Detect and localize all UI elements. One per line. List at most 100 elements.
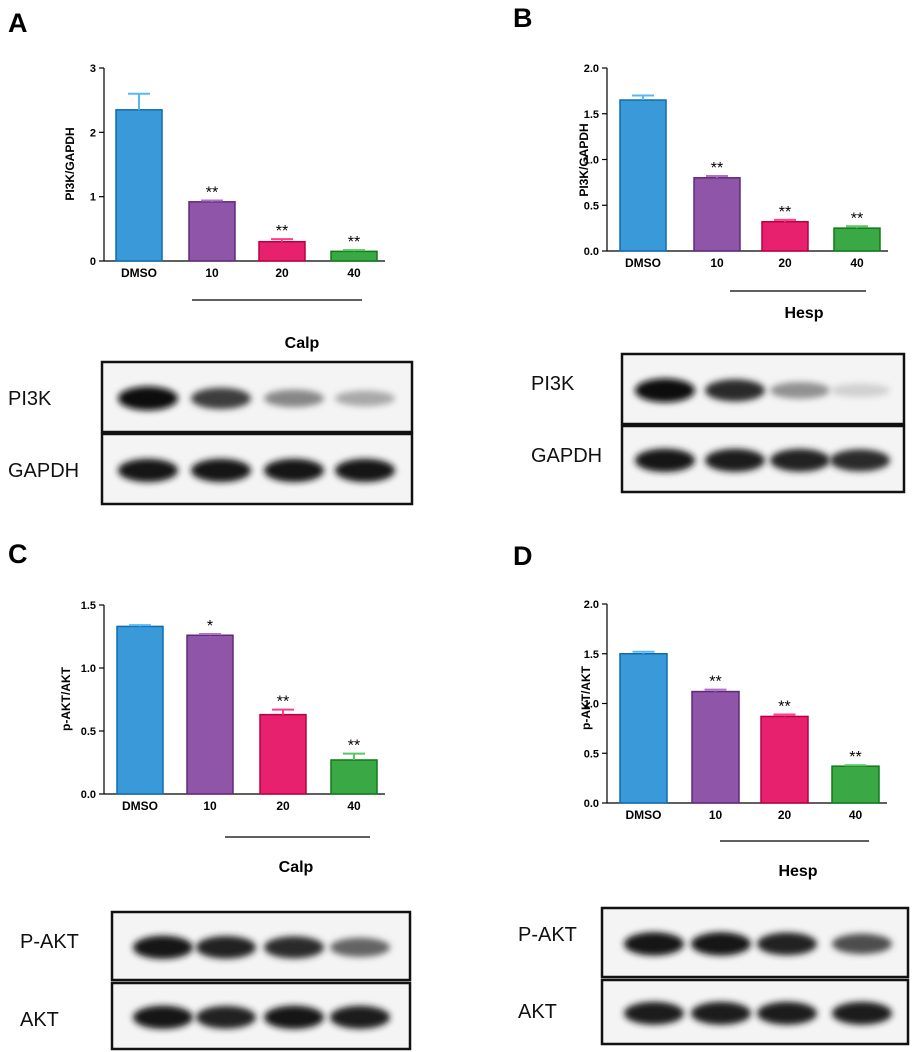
blot-band [191, 458, 251, 483]
panel-C: C 0.0 0.5 1.0 1.5 p-AKT/AKT DMSO * 10 ** 20 ** 40 Cal… [8, 539, 412, 1051]
blot-band [330, 1005, 390, 1029]
y-tick-label: 1.5 [81, 600, 96, 612]
y-axis-label: p-AKT/AKT [579, 665, 593, 730]
y-tick-label: 3 [90, 63, 96, 75]
significance-mark: ** [849, 749, 861, 766]
blot-label: PI3K [531, 373, 575, 395]
bar-20 [258, 240, 306, 262]
blot-band [191, 387, 251, 410]
blot-band [264, 458, 324, 483]
blot-band [330, 937, 390, 957]
panel-D: D 0.0 0.5 1.0 1.5 2.0 p-AKT/AKT DMSO ** 10 ** 20 ** 4… [513, 541, 910, 1046]
y-tick-label: 0.0 [81, 789, 96, 801]
blot-label: AKT [20, 1009, 59, 1031]
y-axis-label: PI3K/GAPDH [577, 123, 591, 196]
y-axis-label: PI3K/GAPDH [63, 127, 77, 200]
blot-band [335, 458, 395, 483]
blot-band [624, 932, 684, 956]
bar-DMSO [619, 99, 667, 252]
y-tick-label: 1.0 [81, 663, 96, 675]
y-tick-label: 1.5 [584, 649, 599, 661]
category-label: 20 [275, 266, 289, 280]
significance-mark: ** [277, 694, 289, 711]
panel-A: A 0 1 2 3 PI3K/GAPDH DMSO ** 10 ** 20 ** 40 Calp PI3K G… [8, 8, 414, 506]
blot-band [757, 1001, 817, 1025]
y-tick-label: 1.0 [584, 155, 599, 167]
significance-mark: ** [276, 223, 288, 240]
category-label: 10 [205, 266, 219, 280]
blot-band [691, 932, 751, 956]
significance-mark: ** [711, 160, 723, 177]
blot-band [264, 389, 324, 408]
bar-40 [330, 759, 378, 795]
panel-letter: B [513, 3, 533, 33]
bar-40 [831, 765, 880, 804]
category-label: 10 [709, 808, 723, 822]
blot-band [118, 458, 178, 483]
blot-band [770, 448, 830, 472]
y-tick-label: 0.0 [584, 246, 599, 258]
bar-DMSO [116, 625, 164, 795]
group-label: Hesp [784, 305, 823, 322]
category-label: 40 [347, 799, 361, 813]
blot-row-pi3k: PI3K [531, 352, 906, 426]
y-axis-label: p-AKT/AKT [59, 666, 73, 731]
bar-10 [188, 201, 236, 262]
blot-band [830, 449, 890, 472]
bar-40 [330, 250, 378, 262]
blot-band [196, 1005, 256, 1029]
blot-label: P-AKT [20, 931, 79, 953]
significance-mark: ** [779, 204, 791, 221]
blot-band [635, 448, 695, 473]
y-tick-label: 2 [90, 127, 96, 139]
bar-20 [760, 715, 809, 804]
blot-label: GAPDH [531, 445, 602, 467]
blot-band [757, 932, 817, 956]
group-label: Hesp [778, 863, 817, 880]
panel-letter: C [8, 539, 28, 569]
blot-band [118, 386, 178, 411]
y-tick-label: 0.0 [584, 798, 599, 810]
y-tick-label: 1.0 [584, 699, 599, 711]
significance-mark: * [207, 618, 213, 635]
blot-band [635, 378, 695, 403]
blot-band [832, 933, 892, 955]
blot-row-p-akt: P-AKT [518, 906, 910, 979]
blot-label: AKT [518, 1001, 557, 1023]
blot-band [770, 382, 830, 399]
blot-band [264, 936, 324, 959]
y-tick-label: 0.5 [584, 748, 599, 760]
category-label: DMSO [626, 808, 662, 822]
panel-letter: A [8, 8, 28, 38]
blot-row-pi3k: PI3K [8, 360, 414, 434]
bar-10 [186, 634, 234, 795]
blot-row-akt: AKT [518, 978, 910, 1046]
bar-20 [259, 713, 307, 795]
blot-band [133, 1005, 193, 1030]
blot-band [705, 379, 765, 402]
y-tick-label: 0.5 [584, 200, 599, 212]
significance-mark: ** [851, 210, 863, 227]
y-tick-label: 1.5 [584, 109, 599, 121]
significance-mark: ** [206, 185, 218, 202]
y-tick-label: 1 [90, 192, 96, 204]
group-label: Calp [279, 859, 314, 876]
group-label: Calp [285, 335, 320, 352]
category-label: 10 [203, 799, 217, 813]
blot-label: P-AKT [518, 924, 577, 946]
blot-row-akt: AKT [20, 981, 412, 1051]
bar-DMSO [619, 653, 668, 804]
blot-band [830, 383, 890, 398]
blot-band [196, 935, 256, 959]
bar-40 [833, 227, 881, 252]
bar-20 [761, 220, 809, 252]
blot-band [335, 390, 395, 407]
category-label: DMSO [121, 266, 157, 280]
significance-mark: ** [348, 738, 360, 755]
bar-10 [693, 177, 741, 252]
blot-band [133, 935, 193, 960]
bar-10 [691, 690, 740, 804]
y-tick-label: 2.0 [584, 599, 599, 611]
blot-band [691, 1001, 751, 1025]
